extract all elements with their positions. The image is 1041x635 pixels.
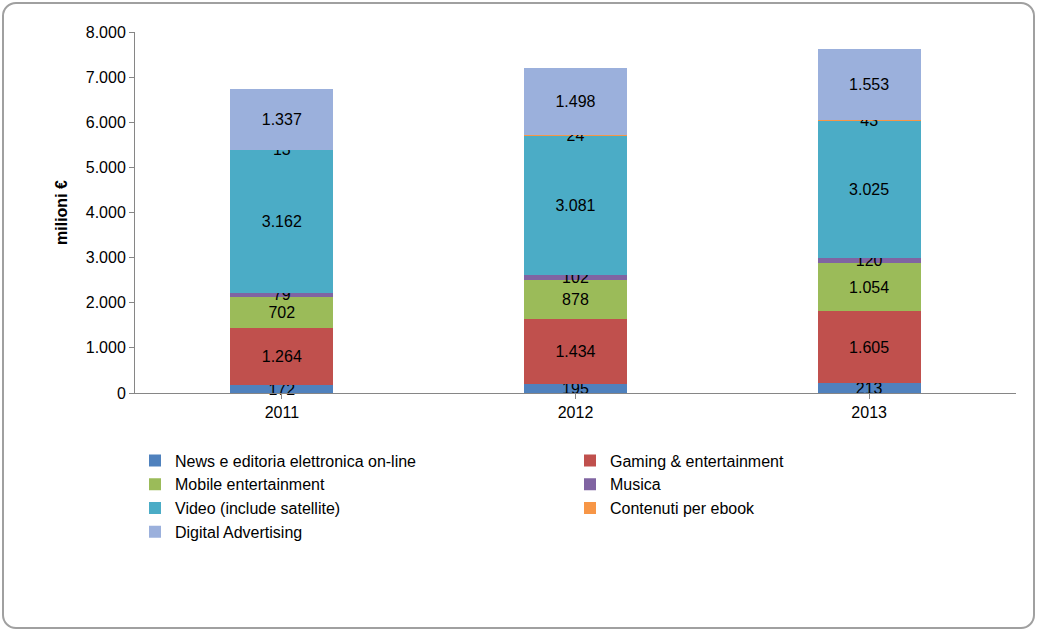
svg-text:120: 120 xyxy=(856,252,883,269)
svg-text:1.337: 1.337 xyxy=(262,111,302,128)
svg-text:195: 195 xyxy=(562,380,589,397)
svg-text:1.498: 1.498 xyxy=(555,93,595,110)
svg-text:5.000: 5.000 xyxy=(86,159,126,176)
svg-text:102: 102 xyxy=(562,269,589,286)
svg-text:7.000: 7.000 xyxy=(86,69,126,86)
svg-text:8.000: 8.000 xyxy=(86,24,126,41)
svg-text:1.605: 1.605 xyxy=(849,339,889,356)
svg-text:878: 878 xyxy=(562,291,589,308)
svg-text:1.000: 1.000 xyxy=(86,339,126,356)
svg-text:3.000: 3.000 xyxy=(86,249,126,266)
svg-text:2013: 2013 xyxy=(851,404,887,421)
svg-text:1.434: 1.434 xyxy=(555,343,595,360)
svg-text:Gaming & entertainment: Gaming & entertainment xyxy=(610,453,784,470)
svg-text:Digital Advertising: Digital Advertising xyxy=(175,524,302,541)
svg-text:43: 43 xyxy=(860,112,878,129)
svg-text:79: 79 xyxy=(273,286,291,303)
svg-text:172: 172 xyxy=(268,381,295,398)
svg-text:2011: 2011 xyxy=(265,404,300,421)
svg-text:24: 24 xyxy=(567,127,585,144)
svg-text:Mobile entertainment: Mobile entertainment xyxy=(175,476,325,493)
svg-text:Video (include satellite): Video (include satellite) xyxy=(175,500,340,517)
svg-text:1.264: 1.264 xyxy=(262,348,302,365)
svg-text:Contenuti per ebook: Contenuti per ebook xyxy=(610,500,755,517)
svg-text:702: 702 xyxy=(268,304,295,321)
svg-text:2012: 2012 xyxy=(558,404,594,421)
svg-text:1.054: 1.054 xyxy=(849,279,889,296)
svg-text:13: 13 xyxy=(273,141,291,158)
svg-text:3.081: 3.081 xyxy=(555,197,595,214)
svg-text:4.000: 4.000 xyxy=(86,204,126,221)
svg-text:News e editoria elettronica on: News e editoria elettronica on-line xyxy=(175,453,416,470)
svg-text:0: 0 xyxy=(117,385,126,402)
svg-text:Musica: Musica xyxy=(610,476,661,493)
svg-text:6.000: 6.000 xyxy=(86,114,126,131)
svg-text:milioni €: milioni € xyxy=(53,180,70,245)
svg-text:213: 213 xyxy=(856,380,883,397)
svg-text:2.000: 2.000 xyxy=(86,294,126,311)
svg-text:3.025: 3.025 xyxy=(849,181,889,198)
svg-text:1.553: 1.553 xyxy=(849,76,889,93)
svg-text:3.162: 3.162 xyxy=(262,213,302,230)
